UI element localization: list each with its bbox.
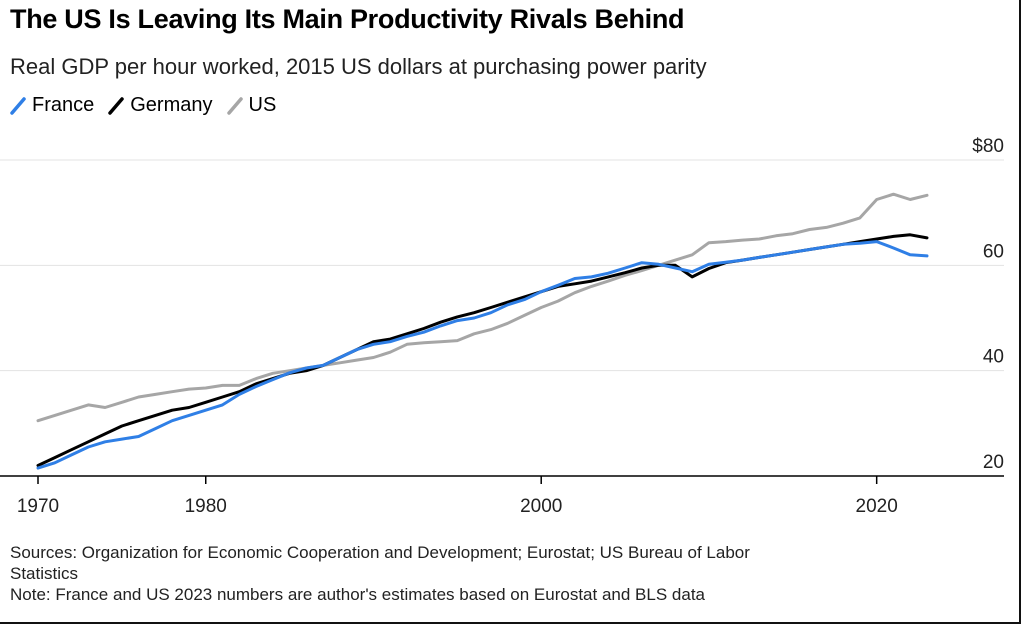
legend-item-us: US	[226, 94, 277, 117]
series-line-france	[36, 240, 929, 470]
x-tick-label-1980: 1980	[185, 496, 227, 517]
chart-subtitle: Real GDP per hour worked, 2015 US dollar…	[10, 54, 707, 79]
legend-label-france: France	[32, 94, 95, 116]
series-line-germany	[36, 233, 929, 467]
x-tick-label-2000: 2000	[520, 496, 562, 517]
sources-text: Sources: Organization for Economic Coope…	[10, 543, 750, 562]
line-chart: 20 40 60 $80 1970 1980 2000 2020	[0, 136, 1004, 517]
y-tick-label-80: $80	[972, 136, 1004, 157]
y-tick-label-40: 40	[983, 347, 1004, 368]
x-tick-label-2020: 2020	[856, 496, 898, 517]
chart-footer: Sources: Organization for Economic Coope…	[10, 542, 1000, 605]
y-tick-label-60: 60	[983, 241, 1004, 262]
legend-label-us: US	[248, 94, 277, 116]
legend-swatch-germany	[108, 96, 124, 115]
legend-swatch-us	[226, 96, 243, 115]
legend-swatch-france	[10, 96, 26, 115]
series-line-us	[36, 192, 929, 423]
legend: France Germany US	[10, 94, 276, 117]
chart-title: The US Is Leaving Its Main Productivity …	[10, 4, 685, 34]
legend-item-france: France	[10, 94, 94, 117]
y-tick-label-20: 20	[983, 452, 1004, 473]
frame-border-bottom	[0, 622, 1021, 624]
legend-label-germany: Germany	[130, 94, 213, 116]
note-text: Note: France and US 2023 numbers are aut…	[10, 585, 705, 604]
x-tick-label-1970: 1970	[17, 496, 59, 517]
frame-border-right	[1019, 0, 1021, 624]
sources-text-continued: Statistics	[10, 564, 79, 583]
legend-item-germany: Germany	[108, 94, 213, 117]
